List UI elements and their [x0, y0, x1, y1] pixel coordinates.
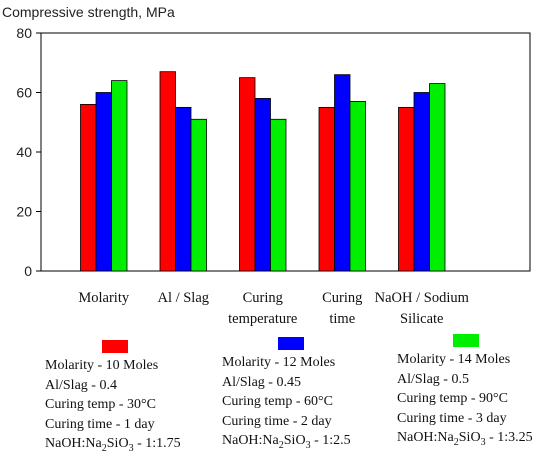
legend-line: Curing time - 3 day — [397, 410, 507, 426]
bar — [80, 104, 97, 272]
category-label: NaOH / Sodium — [375, 290, 470, 306]
y-ticks: 0 20 40 60 80 — [16, 25, 41, 279]
category-labels: Molarity Al / Slag Curing temperature Curing… — [78, 290, 469, 327]
y-tick-label: 0 — [24, 263, 32, 279]
bar — [159, 71, 176, 272]
bar — [318, 106, 335, 272]
category-label: Silicate — [400, 311, 444, 327]
legend-line: Al/Slag - 0.4 — [45, 377, 117, 393]
legend-line: Al/Slag - 0.45 — [222, 374, 301, 390]
bar — [95, 92, 112, 272]
legend-line: Curing time - 2 day — [222, 413, 332, 429]
category-label: Curing — [322, 290, 362, 306]
y-axis-label: Compressive strength, MPa — [2, 4, 175, 20]
legend-entry: Molarity - 12 Moles Al/Slag - 0.45 Curing … — [222, 353, 351, 455]
legend-ratio-line: NaOH:Na2SiO3 - 1:1.75 — [45, 436, 181, 454]
y-tick-label: 80 — [16, 25, 32, 41]
category-label: temperature — [228, 311, 297, 327]
bar — [175, 106, 192, 272]
category-label: time — [329, 311, 355, 327]
legend-line: Molarity - 12 Moles — [222, 355, 336, 370]
bar — [334, 74, 351, 272]
bar — [254, 98, 271, 272]
legend-swatch — [102, 340, 128, 353]
bar — [270, 118, 287, 272]
y-tick-label: 20 — [16, 204, 32, 220]
bar — [239, 77, 256, 272]
bar — [111, 80, 128, 272]
bar — [349, 101, 366, 272]
y-tick-label: 60 — [16, 85, 32, 101]
legend-line: Al/Slag - 0.5 — [397, 371, 469, 387]
legend-swatch — [278, 337, 304, 350]
legend-ratio-line: NaOH:Na2SiO3 - 1:2.5 — [222, 433, 351, 451]
legend-ratio-line: NaOH:Na2SiO3 - 1:3.25 — [397, 430, 533, 448]
category-label: Molarity — [78, 290, 129, 306]
legend-entry: Molarity - 10 Moles Al/Slag - 0.4 Curing t… — [45, 356, 181, 458]
legend-line: Curing temp - 90°C — [397, 391, 508, 406]
legend-line: Molarity - 14 Moles — [397, 352, 511, 367]
bar — [429, 83, 446, 272]
legend-swatch — [453, 334, 479, 347]
bar — [398, 106, 415, 272]
bar — [190, 118, 207, 272]
legend-line: Curing temp - 30°C — [45, 397, 156, 412]
legend-entry: Molarity - 14 Moles Al/Slag - 0.5 Curing t… — [397, 350, 533, 452]
legend-line: Curing time - 1 day — [45, 416, 155, 432]
bars — [80, 71, 446, 272]
y-tick-label: 40 — [16, 144, 32, 160]
category-label: Al / Slag — [157, 290, 209, 306]
bar — [413, 92, 430, 272]
legend-line: Molarity - 10 Moles — [45, 358, 159, 373]
category-label: Curing — [243, 290, 283, 306]
legend-line: Curing temp - 60°C — [222, 394, 333, 409]
